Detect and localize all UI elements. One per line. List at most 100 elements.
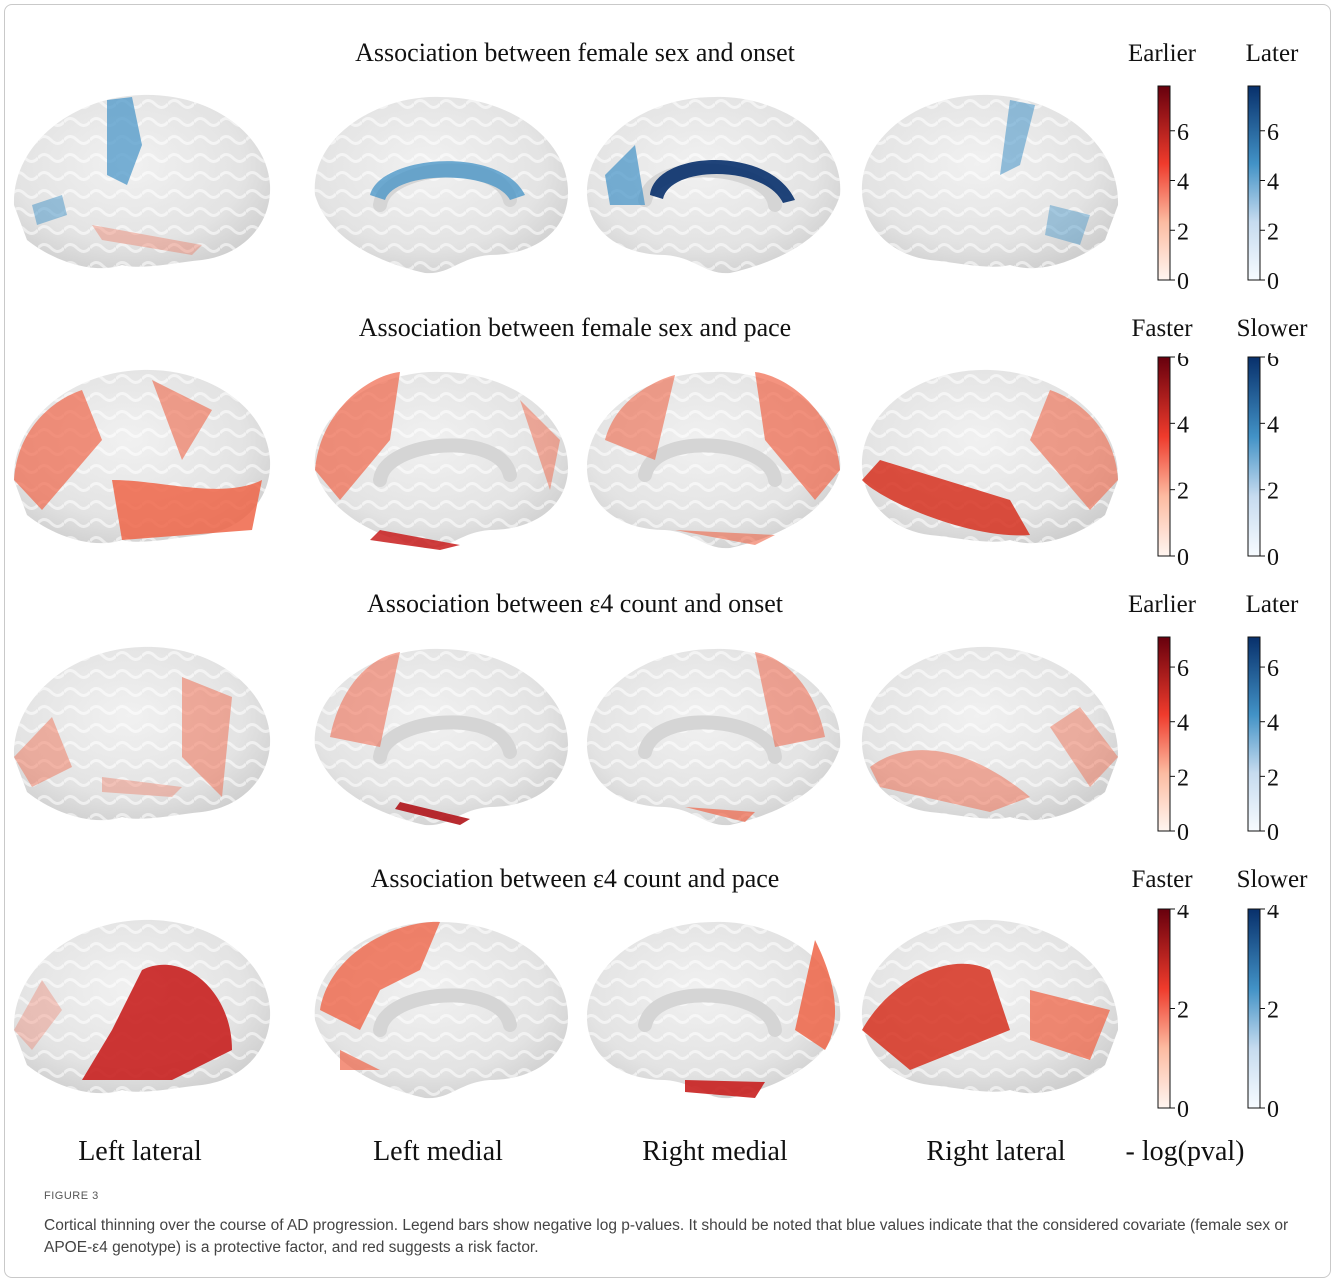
cortex-gyri [586, 921, 841, 1099]
significant-region [675, 530, 775, 545]
row-2-title: Association between female sex and pace [358, 313, 792, 342]
cortex-gyri [13, 94, 271, 269]
significant-region [605, 145, 645, 205]
significant-region [862, 963, 1010, 1070]
colorbar-tick-label: 4 [1177, 711, 1189, 737]
colorbar-tick-label: 0 [1177, 545, 1189, 568]
brain-panel [586, 921, 841, 1099]
row-3-legend-left: Earlier [1127, 591, 1196, 618]
significant-region [395, 802, 470, 825]
significant-region [82, 964, 232, 1080]
brain-panel [586, 96, 841, 274]
colorbar-tick-label: 6 [1177, 120, 1189, 146]
colorbar-tick-label: 2 [1267, 219, 1279, 245]
colorbar-tick-label: 4 [1177, 170, 1189, 196]
corpus-callosum [373, 715, 517, 764]
corpus-callosum [638, 715, 782, 764]
significant-region [14, 717, 72, 787]
colorbar-tick-label: 4 [1177, 905, 1189, 924]
colorbar-red [1157, 908, 1171, 1109]
colorbar-red [1157, 356, 1171, 557]
significant-region [1030, 990, 1110, 1060]
colorbar-tick-label: 4 [1267, 905, 1279, 924]
significant-region [1000, 100, 1035, 175]
significant-region [370, 161, 525, 200]
brain-panel [861, 919, 1119, 1094]
significant-region [685, 1080, 765, 1098]
colorbar-blue [1247, 636, 1261, 832]
colorbar-tick-label: 4 [1177, 412, 1189, 438]
significant-region [340, 1050, 380, 1070]
significant-region [152, 380, 212, 460]
colorbar-tick-label: 0 [1267, 1097, 1279, 1120]
significant-region [795, 940, 836, 1050]
corpus-callosum [373, 988, 517, 1037]
significant-region [92, 225, 202, 255]
significant-region [112, 480, 262, 540]
brain-surface-panels [13, 94, 1119, 1099]
colorbar-tick-label: 4 [1267, 412, 1279, 438]
row-4-colorbars: 0 2 4 0 2 4 [1157, 905, 1279, 1120]
brain-panel [586, 371, 841, 549]
cortex-gyri [314, 96, 569, 274]
row-2-legend-left: Faster [1131, 315, 1193, 342]
colorbar-blue [1247, 85, 1261, 281]
col-label-right-lateral: Right lateral [926, 1136, 1066, 1167]
colorbar-tick-label: 6 [1267, 120, 1279, 146]
brain-panel [13, 94, 271, 269]
brain-panel [314, 96, 569, 274]
brain-panel [13, 919, 271, 1094]
row-1-colorbars: 0 2 4 6 0 2 4 6 [1157, 85, 1279, 292]
significant-region [320, 921, 440, 1030]
cortex-gyri [861, 94, 1119, 269]
figure-caption: Cortical thinning over the course of AD … [44, 1217, 1289, 1256]
colorbar-tick-label: 0 [1267, 820, 1279, 843]
significant-region [685, 807, 755, 822]
figure-label: FIGURE 3 [44, 1190, 99, 1202]
brain-panel [13, 646, 271, 821]
row-3-legend-right: Later [1245, 591, 1299, 618]
brain-panel [586, 648, 841, 826]
colorbar-blue [1247, 356, 1261, 557]
colorbar-tick-label: 0 [1177, 269, 1189, 292]
significant-region [520, 400, 560, 490]
brain-panel [314, 371, 569, 550]
brain-panel [861, 369, 1119, 544]
significant-region [862, 460, 1030, 536]
brain-panel [314, 921, 569, 1099]
colorbar-tick-label: 2 [1267, 998, 1279, 1024]
significant-region [102, 777, 182, 797]
row-2-colorbars: 0 2 4 6 0 2 4 6 [1157, 353, 1279, 568]
cortex-gyri [586, 96, 841, 274]
col-label-left-medial: Left medial [373, 1136, 503, 1167]
colorbar-tick-label: 2 [1267, 765, 1279, 791]
colorbar-tick-label: 6 [1267, 353, 1279, 372]
row-1-title: Association between female sex and onset [355, 38, 795, 67]
significant-region [182, 677, 232, 797]
colorbar-red [1157, 636, 1171, 832]
row-4-title: Association between ε4 count and pace [370, 864, 780, 893]
significant-region [755, 372, 840, 500]
significant-region [14, 980, 62, 1050]
row-3-title: Association between ε4 count and onset [367, 589, 783, 618]
brain-panel [861, 94, 1119, 269]
legend-axis-label: - log(pval) [1125, 1136, 1245, 1167]
row-4-legend-left: Faster [1131, 866, 1193, 893]
significant-region [315, 372, 400, 500]
colorbar-tick-label: 0 [1177, 1097, 1189, 1120]
significant-region [1045, 205, 1090, 245]
colorbar-tick-label: 6 [1177, 656, 1189, 682]
colorbar-red [1157, 85, 1171, 281]
significant-region [107, 97, 142, 185]
significant-region [32, 195, 67, 225]
corpus-callosum [373, 438, 517, 487]
colorbar-tick-label: 2 [1177, 219, 1189, 245]
colorbar-tick-label: 2 [1177, 479, 1189, 505]
brain-panel [861, 646, 1119, 821]
colorbar-tick-label: 4 [1267, 711, 1279, 737]
colorbar-tick-label: 6 [1267, 656, 1279, 682]
significant-region [755, 652, 825, 747]
row-1-legend-left: Earlier [1127, 40, 1196, 67]
colorbar-tick-label: 0 [1267, 545, 1279, 568]
significant-region [330, 652, 400, 747]
